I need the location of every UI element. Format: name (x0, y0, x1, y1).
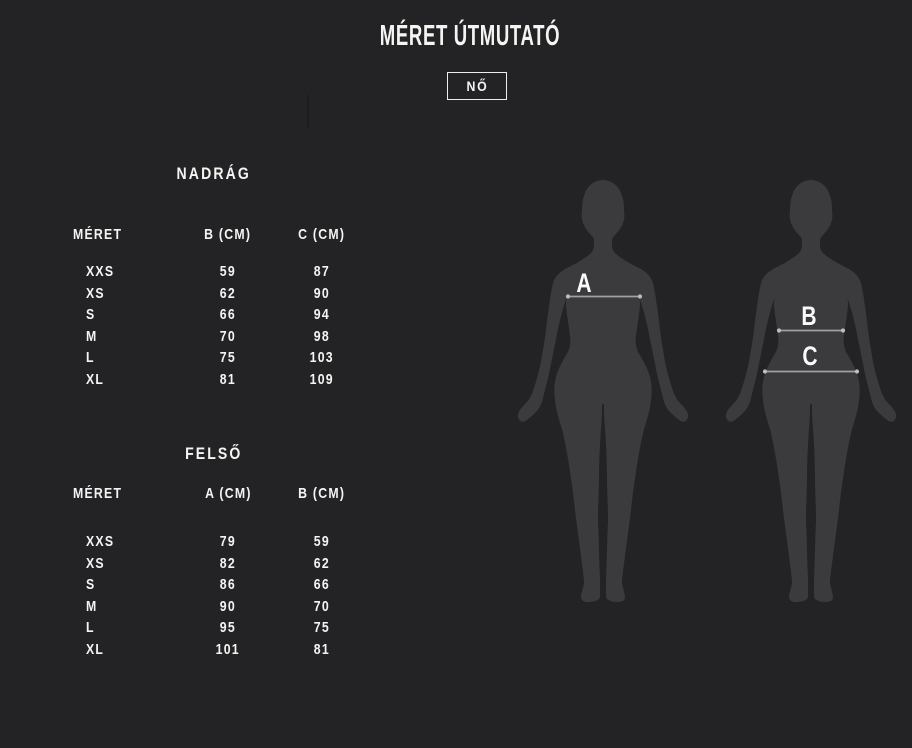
page-title: MÉRET ÚTMUTATÓ (379, 20, 561, 52)
size-table-row: M 90 70 (60, 596, 368, 618)
measurement-value: 87 (313, 263, 331, 280)
measurement-line-c: C (762, 342, 860, 374)
size-label: L (86, 349, 95, 367)
body-figure-back: B C (716, 179, 906, 604)
size-label: M (86, 597, 98, 615)
measurement-label-a: A (576, 269, 591, 299)
measurement-value: 109 (309, 370, 335, 388)
measurement-label-b: B (801, 302, 816, 332)
size-label: XXS (86, 263, 115, 280)
woman-back-silhouette: B C (716, 179, 906, 604)
size-table-row: M 70 98 (60, 326, 368, 348)
measurement-value: 103 (309, 349, 335, 367)
column-header-a: A (CM) (204, 485, 252, 502)
tops-table-header-row: MÉRET A (CM) B (CM) (60, 486, 368, 502)
size-label: S (86, 306, 96, 324)
measurement-value: 90 (313, 284, 331, 302)
measurement-value: 81 (219, 370, 237, 388)
size-table-row: XXS 79 59 (60, 531, 368, 553)
measurement-line-b: B (776, 302, 846, 333)
measurement-value: 94 (313, 306, 331, 324)
pants-table-body: XXS 59 87 XS 62 90 S 66 94 M (60, 261, 368, 391)
column-header-b: B (CM) (204, 226, 252, 243)
measurement-value: 90 (219, 597, 237, 615)
measurement-value: 62 (313, 554, 331, 572)
measurement-value: 81 (313, 640, 331, 658)
gender-selector-label: NŐ (466, 78, 488, 94)
size-table-row: XL 81 109 (60, 369, 368, 391)
woman-front-silhouette: A (508, 179, 698, 604)
measurement-value: 75 (313, 619, 331, 637)
size-label: XL (86, 370, 105, 388)
size-table-row: S 66 94 (60, 304, 368, 326)
measurement-value: 66 (313, 576, 331, 594)
size-table-row: XS 62 90 (60, 283, 368, 305)
faint-divider-line (307, 95, 309, 128)
measurement-line-a: A (565, 269, 643, 299)
body-figure-front: A (508, 179, 698, 604)
measurement-value: 62 (219, 284, 237, 302)
pants-table-header-row: MÉRET B (CM) C (CM) (60, 227, 368, 243)
size-label: XL (86, 640, 105, 658)
column-header-b: B (CM) (298, 485, 346, 502)
measurement-value: 82 (219, 554, 237, 572)
size-label: XXS (86, 533, 115, 550)
measurement-value: 59 (313, 533, 331, 550)
measurement-value: 66 (219, 306, 237, 324)
size-table-row: S 86 66 (60, 574, 368, 596)
gender-selector-button[interactable]: NŐ (447, 72, 507, 100)
size-label: XS (86, 554, 105, 572)
measurement-label-c: C (802, 342, 817, 372)
column-header-c: C (CM) (298, 226, 346, 243)
size-label: M (86, 327, 98, 345)
column-header-size: MÉRET (73, 485, 123, 502)
measurement-value: 75 (219, 349, 237, 367)
size-label: S (86, 576, 96, 594)
tops-table-title: FELSŐ (185, 445, 243, 463)
measurement-value: 79 (219, 533, 237, 550)
measurement-value: 86 (219, 576, 237, 594)
size-table-row: XL 101 81 (60, 639, 368, 661)
size-table-row: L 95 75 (60, 617, 368, 639)
size-table-row: XS 82 62 (60, 553, 368, 575)
column-header-size: MÉRET (73, 226, 123, 243)
size-label: L (86, 619, 95, 637)
size-table-row: XXS 59 87 (60, 261, 368, 283)
pants-table-title: NADRÁG (176, 165, 252, 183)
size-table-row: L 75 103 (60, 347, 368, 369)
measurement-value: 70 (219, 327, 237, 345)
measurement-value: 95 (219, 619, 237, 637)
tops-table-body: XXS 79 59 XS 82 62 S 86 66 M (60, 531, 368, 661)
measurement-value: 98 (313, 327, 331, 345)
size-label: XS (86, 284, 105, 302)
measurement-value: 70 (313, 597, 331, 615)
measurement-value: 59 (219, 263, 237, 280)
measurement-value: 101 (215, 640, 241, 658)
